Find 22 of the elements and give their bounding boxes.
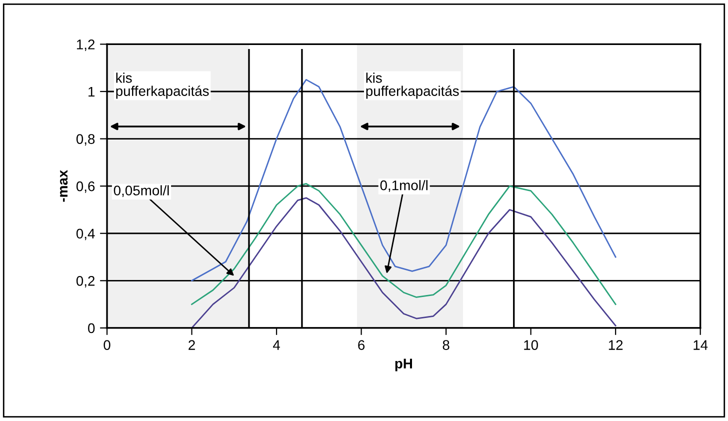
band-label: kis pufferkapacitás (116, 72, 209, 99)
x-tick-label: 12 (608, 340, 623, 350)
x-tick-label: 0 (104, 340, 110, 350)
x-tick-label: 2 (188, 340, 195, 350)
annotation: 0,05mol/l (114, 185, 169, 198)
x-tick-label: 14 (694, 340, 708, 350)
line-series (191, 197, 616, 328)
y-tick-label: 1,2 (76, 40, 95, 52)
y-tick-label: 0,8 (76, 134, 95, 146)
y-axis-title: -max (60, 170, 68, 202)
y-tick-label: 0,4 (76, 228, 95, 240)
annotation: 0,1mol/l (380, 180, 428, 192)
y-tick-label: 1 (88, 86, 95, 97)
x-tick-label: 4 (272, 340, 280, 350)
x-tick-label: 10 (524, 340, 538, 350)
y-tick-label: 0,6 (76, 181, 95, 193)
y-tick-label: 0,2 (76, 276, 95, 288)
x-tick-label: 8 (442, 340, 450, 350)
y-tick-label: 0 (88, 323, 95, 334)
x-axis-title: pH (395, 358, 412, 372)
band-label: kis pufferkapacitás (366, 72, 459, 99)
x-tick-label: 6 (358, 340, 365, 350)
